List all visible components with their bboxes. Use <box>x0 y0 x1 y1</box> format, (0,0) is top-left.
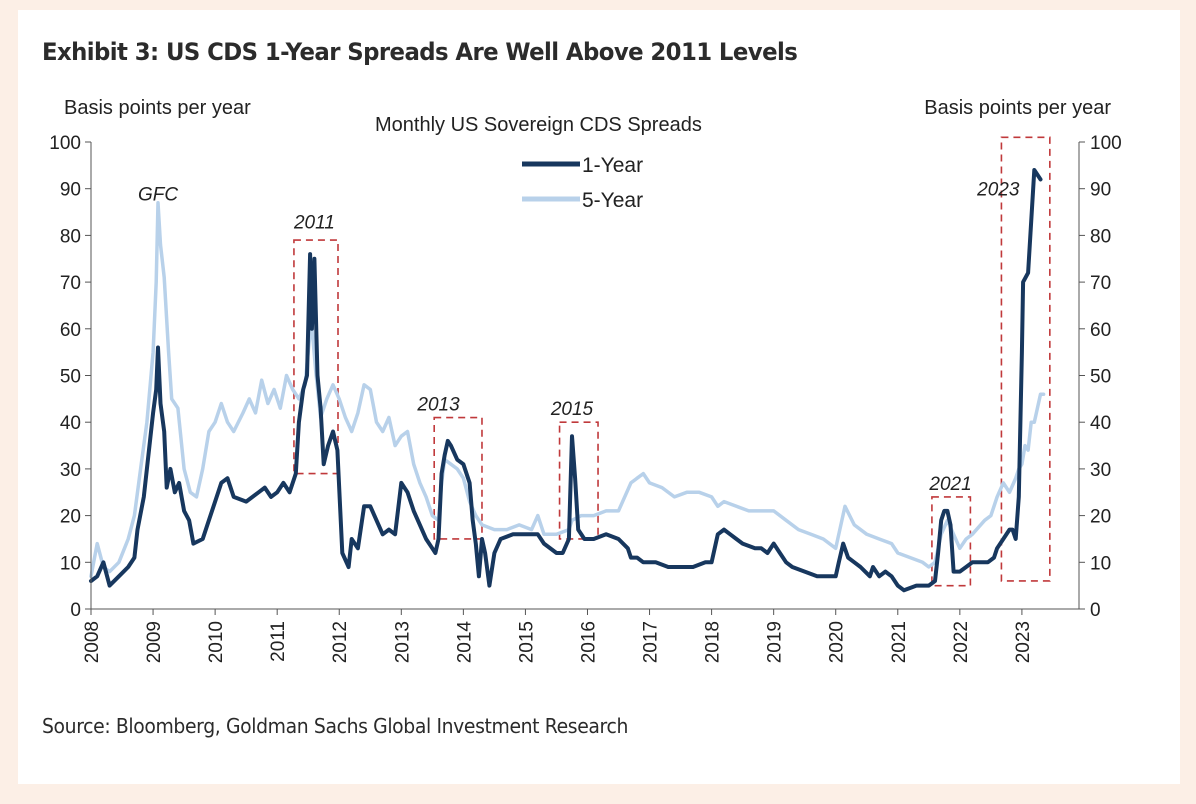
annotation-gfc: GFC <box>138 184 178 205</box>
x-tick-label: 2021 <box>889 621 910 663</box>
y-tick-label-left: 50 <box>60 367 81 388</box>
x-tick-label: 2019 <box>765 621 786 663</box>
y-tick-label-right: 40 <box>1090 413 1111 434</box>
y-tick-label-right: 80 <box>1090 226 1111 247</box>
annotation-2023: 2023 <box>976 180 1020 201</box>
x-tick-label: 2009 <box>144 621 165 663</box>
annotation-layer: GFC 2011 2013 2015 2021 2023 <box>138 136 1051 587</box>
annotation-2013: 2013 <box>416 395 460 416</box>
x-tick-label: 2018 <box>703 621 724 663</box>
chart-subtitle: Monthly US Sovereign CDS Spreads <box>375 114 702 136</box>
y-tick-label-left: 40 <box>60 413 81 434</box>
y-tick-label-left: 0 <box>70 600 81 621</box>
highlight-box-2021 <box>931 496 972 587</box>
y-axis-label-left: Basis points per year <box>64 97 251 119</box>
annotation-2021: 2021 <box>928 474 971 495</box>
legend-label-1-year: 1-Year <box>582 154 643 177</box>
y-tick-label-right: 20 <box>1090 507 1111 528</box>
y-tick-label-left: 20 <box>60 507 81 528</box>
x-tick-label: 2011 <box>268 621 289 662</box>
y-tick-label-left: 70 <box>60 273 81 294</box>
highlight-box-2011 <box>293 239 339 475</box>
legend-label-5-year: 5-Year <box>582 189 643 212</box>
y-tick-label-right: 30 <box>1090 460 1111 481</box>
annotation-2015: 2015 <box>550 399 594 420</box>
highlight-box-2023 <box>1000 136 1051 582</box>
y-tick-label-right: 70 <box>1090 273 1111 294</box>
y-tick-label-right: 10 <box>1090 553 1111 574</box>
source-note: Source: Bloomberg, Goldman Sachs Global … <box>42 714 629 738</box>
series-line-1-year <box>89 168 1043 593</box>
y-tick-label-right: 50 <box>1090 367 1111 388</box>
highlight-box-2013 <box>433 416 483 540</box>
y-tick-label-left: 100 <box>49 133 81 154</box>
x-tick-label: 2014 <box>454 621 475 664</box>
x-tick-label: 2015 <box>516 621 537 663</box>
series-layer <box>89 168 1046 593</box>
x-tick-label: 2017 <box>641 621 662 663</box>
y-tick-label-right: 90 <box>1090 180 1111 201</box>
x-tick-label: 2012 <box>330 621 351 663</box>
y-tick-label-left: 30 <box>60 460 81 481</box>
y-tick-label-right: 60 <box>1090 320 1111 341</box>
y-tick-label-left: 10 <box>60 553 81 574</box>
highlight-box-2015 <box>558 421 599 540</box>
legend: 1-Year 5-Year <box>522 154 643 212</box>
x-tick-label: 2016 <box>578 621 599 663</box>
exhibit-title: Exhibit 3: US CDS 1-Year Spreads Are Wel… <box>42 38 798 66</box>
x-tick-label: 2023 <box>1013 621 1034 663</box>
x-tick-label: 2008 <box>82 621 103 663</box>
y-tick-label-left: 90 <box>60 180 81 201</box>
y-tick-label-left: 60 <box>60 320 81 341</box>
x-tick-label: 2013 <box>392 621 413 663</box>
x-tick-label: 2020 <box>827 621 848 663</box>
y-tick-label-right: 0 <box>1090 600 1101 621</box>
x-tick-label: 2022 <box>951 621 972 663</box>
series-line-5-year <box>89 200 1046 579</box>
x-tick-label: 2010 <box>206 621 227 663</box>
y-axis-label-right: Basis points per year <box>924 97 1111 119</box>
y-tick-label-left: 80 <box>60 226 81 247</box>
exhibit-card: Exhibit 3: US CDS 1-Year Spreads Are Wel… <box>18 10 1180 784</box>
y-tick-label-right: 100 <box>1090 133 1122 154</box>
annotation-2011: 2011 <box>293 212 335 233</box>
